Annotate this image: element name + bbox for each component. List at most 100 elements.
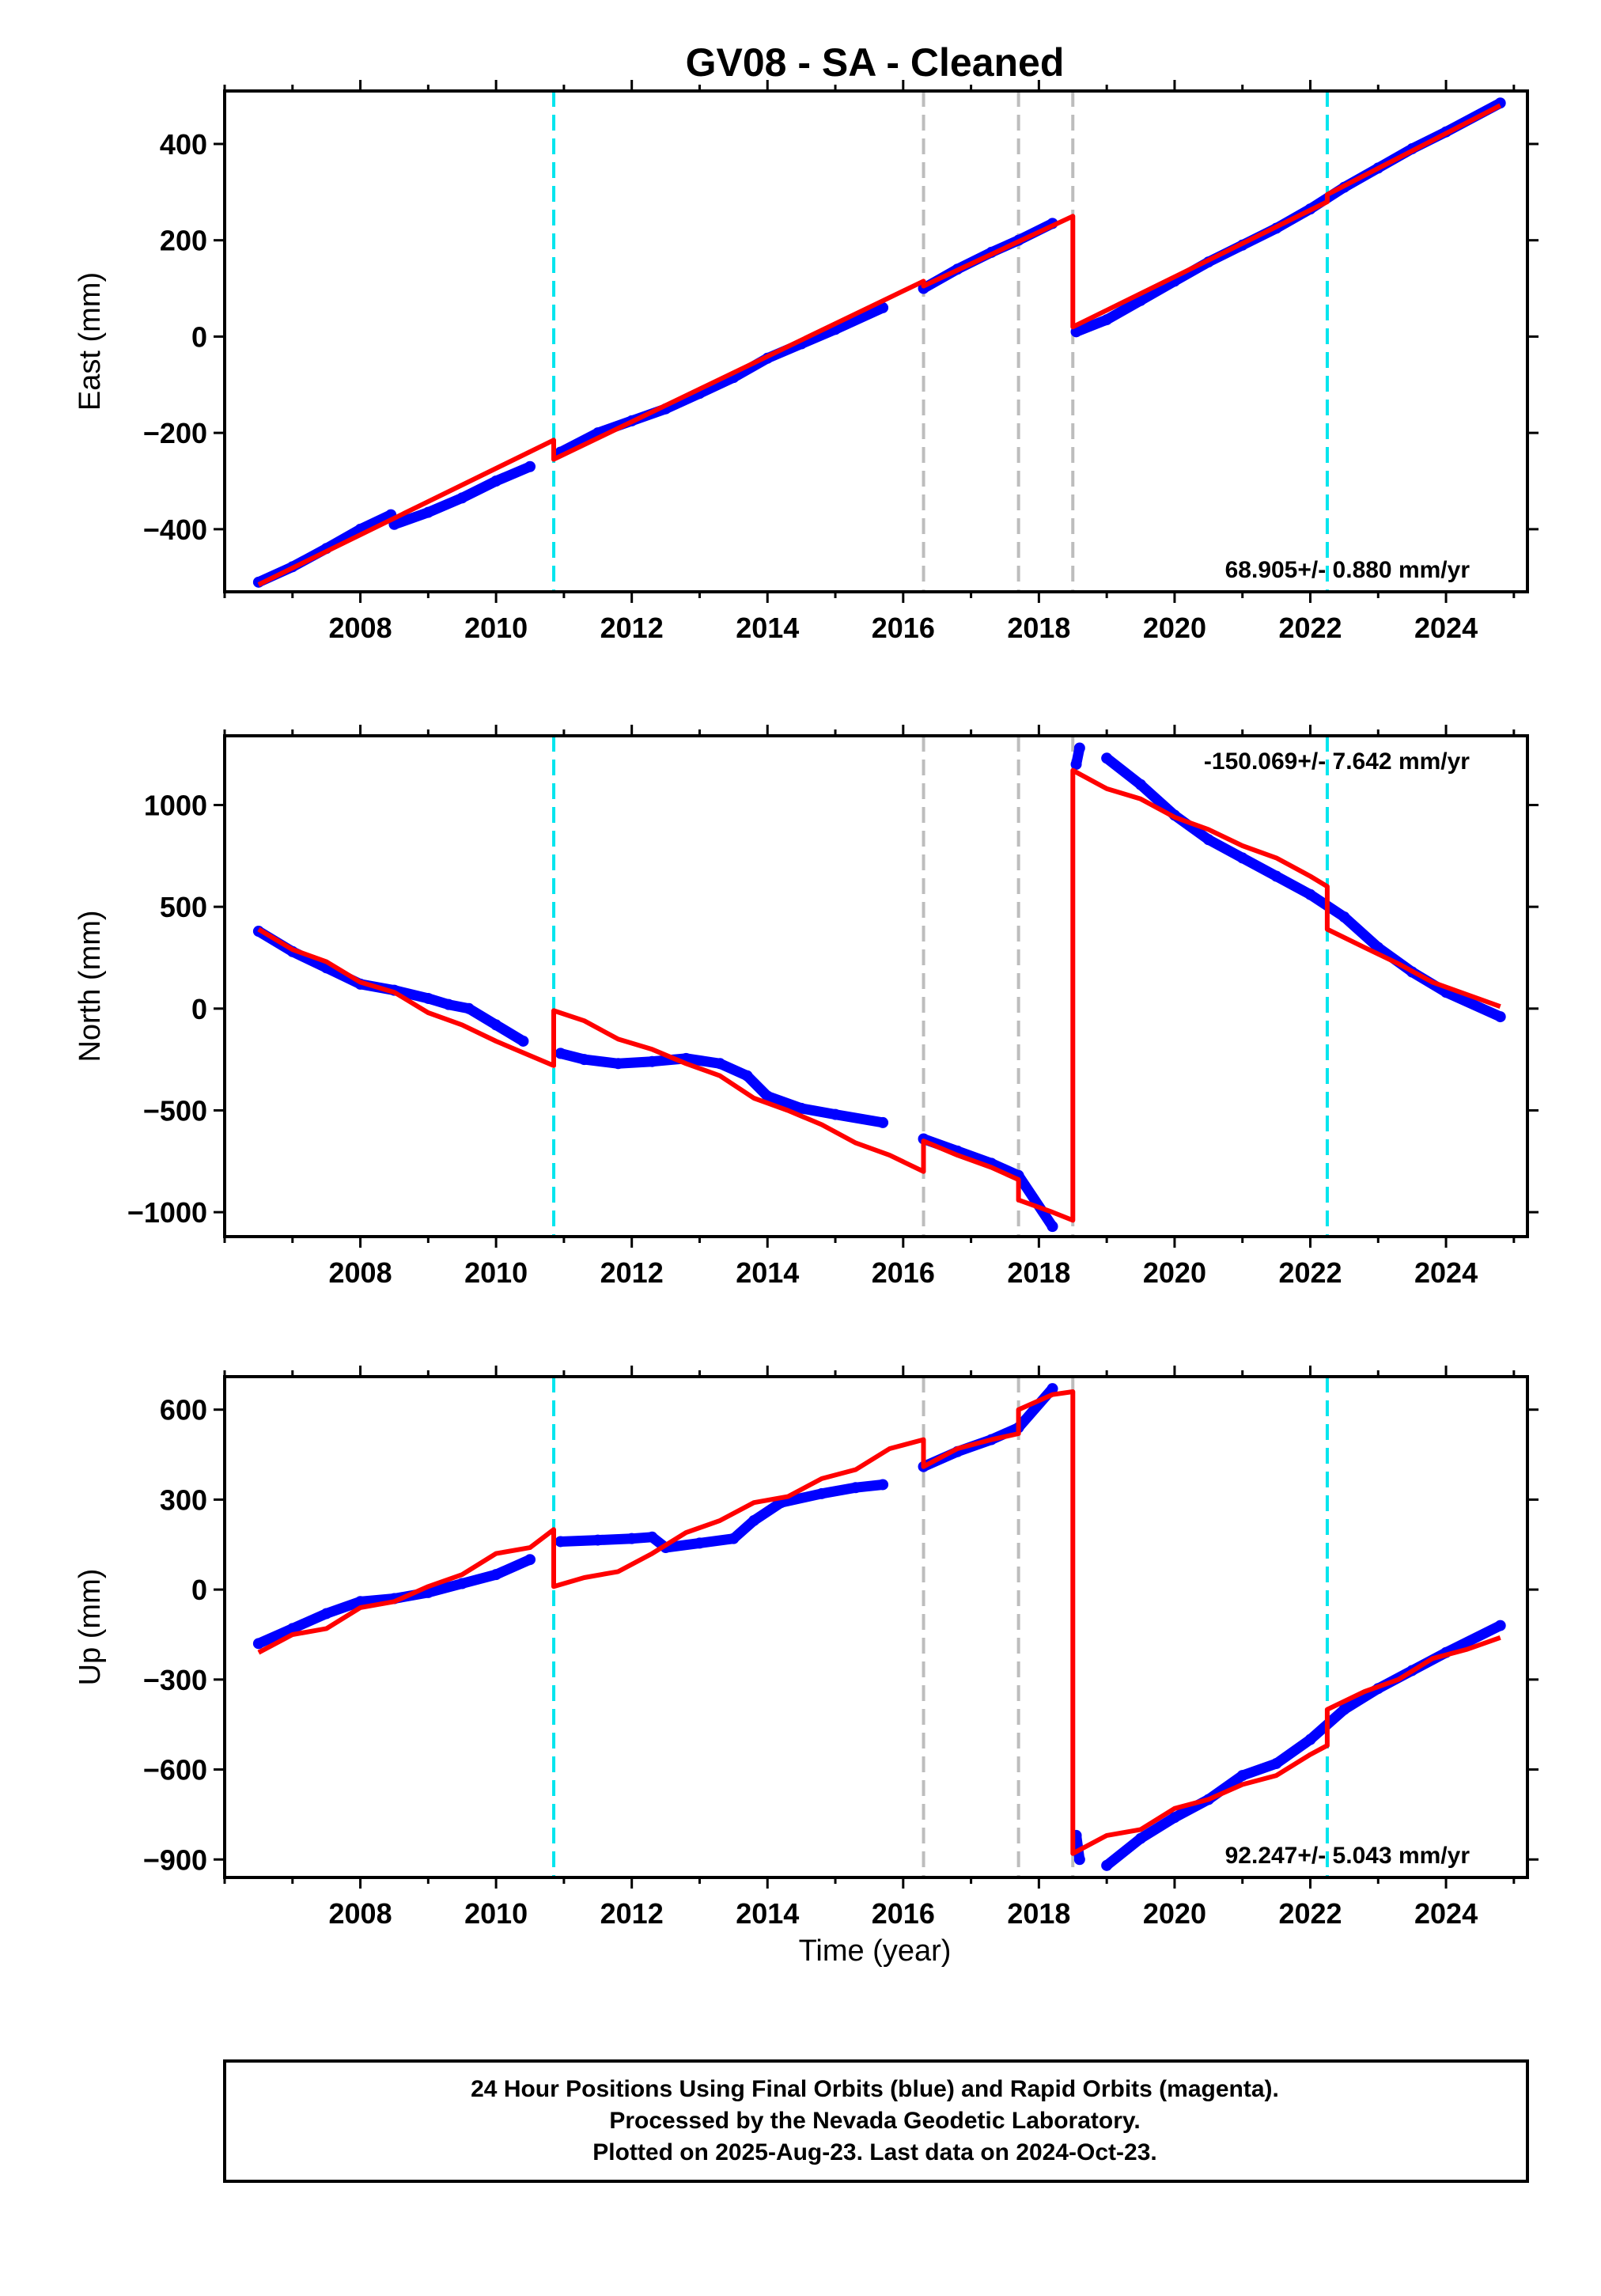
x-tick-label: 2022	[1278, 612, 1342, 644]
velocity-label: 68.905+/- 0.880 mm/yr	[1225, 557, 1470, 583]
x-tick-label: 2012	[600, 612, 664, 644]
x-tick-label: 2020	[1143, 1256, 1206, 1289]
data-point	[1494, 1011, 1506, 1023]
data-point	[646, 1055, 658, 1067]
up-panel: 2008 2010 2012 2014 2016 2018 2020 2022 2024 −900…	[74, 1366, 1539, 1930]
x-tick-label: 2016	[872, 1256, 935, 1289]
data-point	[1494, 1620, 1506, 1631]
x-tick-label: 2012	[600, 1897, 664, 1930]
y-tick-label: −400	[143, 513, 207, 546]
footer-frame	[223, 2059, 1529, 2183]
footer-line-1: 24 Hour Positions Using Final Orbits (bl…	[471, 2076, 1279, 2102]
data-point	[524, 460, 536, 472]
velocity-label: -150.069+/- 7.642 mm/yr	[1204, 748, 1470, 775]
panel-frame	[223, 734, 1529, 1238]
velocity-label: 92.247+/- 5.043 mm/yr	[1225, 1843, 1470, 1869]
data-point	[1101, 1859, 1113, 1871]
data-point	[456, 1578, 468, 1589]
final-orbits-series	[1101, 752, 1506, 1022]
data-point	[524, 1554, 536, 1566]
y-axis-label: Up (mm)	[74, 1569, 107, 1686]
footer-box: 24 Hour Positions Using Final Orbits (bl…	[223, 2059, 1529, 2183]
x-tick-label: 2008	[329, 1897, 392, 1930]
data-point	[1047, 1383, 1058, 1395]
model-series	[257, 767, 1501, 1223]
data-point	[877, 1116, 889, 1128]
data-point	[612, 1058, 624, 1070]
data-point	[490, 475, 502, 487]
data-point	[463, 1002, 475, 1014]
data-point	[877, 301, 889, 313]
final-orbits-series	[555, 1480, 888, 1553]
x-tick-label: 2020	[1143, 1897, 1206, 1930]
data-point	[554, 1048, 566, 1059]
y-tick-label: −1000	[127, 1196, 207, 1229]
x-tick-label: 2010	[464, 612, 528, 644]
data-point	[1135, 1832, 1147, 1844]
x-tick-label: 2018	[1007, 612, 1070, 644]
y-tick-label: 400	[160, 128, 207, 161]
x-tick-label: 2008	[329, 612, 392, 644]
data-point	[1135, 294, 1147, 306]
x-tick-label: 2014	[736, 1897, 799, 1930]
y-tick-label: 0	[191, 993, 207, 1025]
data-point	[443, 998, 455, 1010]
data-point	[578, 1054, 590, 1066]
x-tick-label: 2016	[872, 612, 935, 644]
panel-frame	[223, 1375, 1529, 1879]
footer-line-2: Processed by the Nevada Geodetic Laborat…	[609, 2108, 1140, 2134]
x-tick-label: 2010	[464, 1256, 528, 1289]
east-panel: 2008 2010 2012 2014 2016 2018 2020 2022 2024 −400…	[74, 80, 1539, 644]
data-point	[1070, 759, 1082, 771]
data-point	[728, 1533, 740, 1544]
data-point	[741, 1070, 753, 1082]
y-tick-label: 200	[160, 225, 207, 257]
data-point	[490, 1569, 502, 1581]
data-point	[554, 1536, 566, 1548]
final-orbits-series	[918, 1134, 1058, 1232]
data-point	[286, 1623, 298, 1635]
y-tick-label: 0	[191, 320, 207, 353]
data-point	[252, 1638, 264, 1650]
y-axis-label: North (mm)	[74, 910, 107, 1062]
y-tick-label: 300	[160, 1483, 207, 1516]
final-orbits-series	[555, 302, 888, 457]
data-point	[714, 1058, 726, 1070]
y-tick-label: −900	[143, 1843, 207, 1876]
data-point	[422, 992, 434, 1004]
data-point	[1338, 1703, 1350, 1715]
y-tick-label: 0	[191, 1574, 207, 1606]
x-tick-label: 2020	[1143, 612, 1206, 644]
x-tick-label: 2024	[1414, 1256, 1478, 1289]
x-tick-label: 2014	[736, 612, 799, 644]
y-tick-label: 500	[160, 891, 207, 923]
y-tick-label: −300	[143, 1664, 207, 1696]
y-axis-label: East (mm)	[74, 272, 107, 411]
plot-area	[252, 1383, 1506, 1871]
x-tick-label: 2012	[600, 1256, 664, 1289]
data-point	[1338, 911, 1350, 923]
x-tick-label: 2024	[1414, 612, 1478, 644]
data-point	[490, 1019, 502, 1031]
data-point	[1304, 1733, 1316, 1745]
data-point	[646, 1531, 658, 1543]
data-point	[1135, 779, 1147, 790]
y-tick-label: −600	[143, 1754, 207, 1786]
x-tick-label: 2010	[464, 1897, 528, 1930]
data-point	[1236, 852, 1248, 864]
panel-frame	[223, 89, 1529, 593]
data-point	[694, 1537, 706, 1549]
footer-line-3: Plotted on 2025-Aug-23. Last data on 202…	[592, 2139, 1157, 2165]
x-tick-label: 2022	[1278, 1897, 1342, 1930]
y-tick-label: 600	[160, 1394, 207, 1426]
data-point	[320, 1608, 332, 1620]
data-point	[1047, 1221, 1058, 1233]
x-axis-label: Time (year)	[799, 1934, 952, 1968]
y-tick-label: 1000	[144, 789, 207, 821]
data-point	[1202, 834, 1214, 846]
final-orbits-series	[253, 926, 528, 1047]
data-point	[1073, 1854, 1085, 1866]
x-tick-label: 2018	[1007, 1897, 1070, 1930]
final-orbits-series	[1101, 1620, 1506, 1871]
